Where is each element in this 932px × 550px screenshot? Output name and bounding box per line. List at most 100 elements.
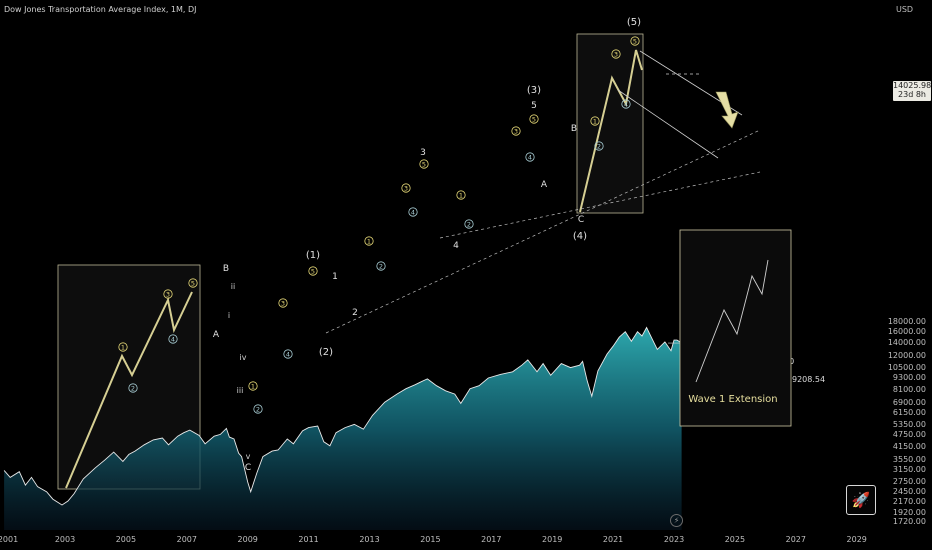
wave-box-2020-2022 [576,33,644,214]
circled-wave-marker [118,342,128,352]
corrective-wave-label: C [245,463,251,473]
y-tick-label: 14000.00 [887,338,926,348]
x-tick-label: 2013 [359,535,380,544]
circled-wave-marker [529,114,539,124]
y-tick-label: 2450.00 [892,486,926,496]
circled-wave-marker [168,334,178,344]
circled-wave-number: 1 [121,344,125,352]
primary-wave-label: (5) [627,17,641,28]
y-tick-label: 2750.00 [892,476,926,486]
x-tick-label: 2007 [176,535,197,544]
corrective-wave-label: B [223,264,229,274]
circled-wave-number: 4 [171,336,175,344]
circled-wave-marker [419,159,429,169]
circled-wave-marker [278,298,288,308]
chart-title: Dow Jones Transportation Average Index, … [4,5,197,14]
circled-wave-marker [511,126,521,136]
y-tick-label: 8100.00 [892,384,926,394]
x-tick-label: 2019 [542,535,563,544]
circled-wave-number: 2 [256,406,260,414]
circled-wave-marker [464,219,474,229]
intermediate-wave-label: 5 [531,101,537,111]
y-tick-label: 9300.00 [892,372,926,382]
minor-wave-label: iii [237,386,244,395]
trendline-2015 [439,171,761,239]
trendline-2011 [325,129,761,334]
y-tick-label: 12000.00 [887,351,926,361]
circled-wave-number: 5 [191,280,195,288]
wave-count-line-2020 [579,49,643,213]
last-price-tag: 14025.98 23d 8h [893,81,931,101]
circled-wave-marker [525,152,535,162]
x-tick-label: 2025 [724,535,746,544]
circled-wave-marker [590,116,600,126]
circled-wave-number: 3 [281,300,285,308]
minor-wave-label: ii [231,282,235,291]
intermediate-wave-label: 2 [352,308,358,318]
y-tick-label: 3550.00 [892,455,926,465]
circled-wave-number: 5 [633,38,637,46]
wave-count-line-2003 [65,291,193,489]
primary-wave-label: (4) [573,231,587,242]
circled-wave-marker [163,289,173,299]
rocket-icon[interactable]: 🚀 [846,485,876,515]
last-price: 14025.98 [893,81,932,90]
circled-wave-number: 5 [311,268,315,276]
circled-wave-number: 2 [131,385,135,393]
circled-wave-number: 1 [251,383,255,391]
circled-wave-number: 2 [597,143,601,151]
minor-wave-label: iv [240,353,247,362]
x-tick-label: 2017 [481,535,502,544]
circled-wave-marker [248,381,258,391]
extension-box [679,229,792,427]
y-tick-label: 16000.00 [887,326,926,336]
circled-wave-number: 1 [367,238,371,246]
circled-wave-number: 5 [422,161,426,169]
circled-wave-marker [376,261,386,271]
circled-wave-marker [308,266,318,276]
intermediate-wave-label: 1 [332,272,338,282]
lightning-icon[interactable]: ⚡ [670,514,683,527]
extension-caption: Wave 1 Extension [688,394,777,405]
circled-wave-number: 4 [528,154,532,162]
channel-lower [617,89,719,159]
target-label-9208: 9208.54 [792,375,825,384]
x-tick-label: 2023 [663,535,685,544]
circled-wave-number: 3 [614,51,618,59]
y-tick-label: 1920.00 [892,507,926,517]
x-tick-label: 2027 [785,535,806,544]
circled-wave-number: 3 [514,128,518,136]
y-tick-label: 2170.00 [892,497,926,507]
circled-wave-number: 5 [532,116,536,124]
primary-wave-label: (3) [527,85,541,96]
circled-wave-number: 3 [404,185,408,193]
corrective-wave-label: A [541,180,548,190]
currency-label: USD [896,5,914,14]
y-tick-label: 4150.00 [892,441,926,451]
circled-wave-marker [188,278,198,288]
intermediate-wave-label: 3 [420,148,426,158]
x-tick-label: 2003 [54,535,76,544]
circled-wave-marker [128,383,138,393]
circled-wave-marker [283,349,293,359]
circled-wave-marker [401,183,411,193]
circled-wave-marker [456,190,466,200]
x-tick-label: 2021 [602,535,624,544]
minor-wave-label: v [246,452,251,461]
circled-wave-marker [611,49,621,59]
circled-wave-number: 4 [411,209,415,217]
circled-wave-marker [594,141,604,151]
circled-wave-marker [364,236,374,246]
target-arrow [715,91,739,129]
circled-wave-number: 2 [379,263,383,271]
x-tick-label: 2029 [846,535,867,544]
y-tick-label: 6900.00 [892,398,926,408]
primary-wave-label: (1) [306,250,320,261]
circled-wave-number: 2 [467,221,471,229]
intermediate-wave-label: 4 [453,241,459,251]
corrective-wave-label: C [578,215,584,225]
x-tick-label: 2005 [115,535,137,544]
circled-wave-marker [621,99,631,109]
